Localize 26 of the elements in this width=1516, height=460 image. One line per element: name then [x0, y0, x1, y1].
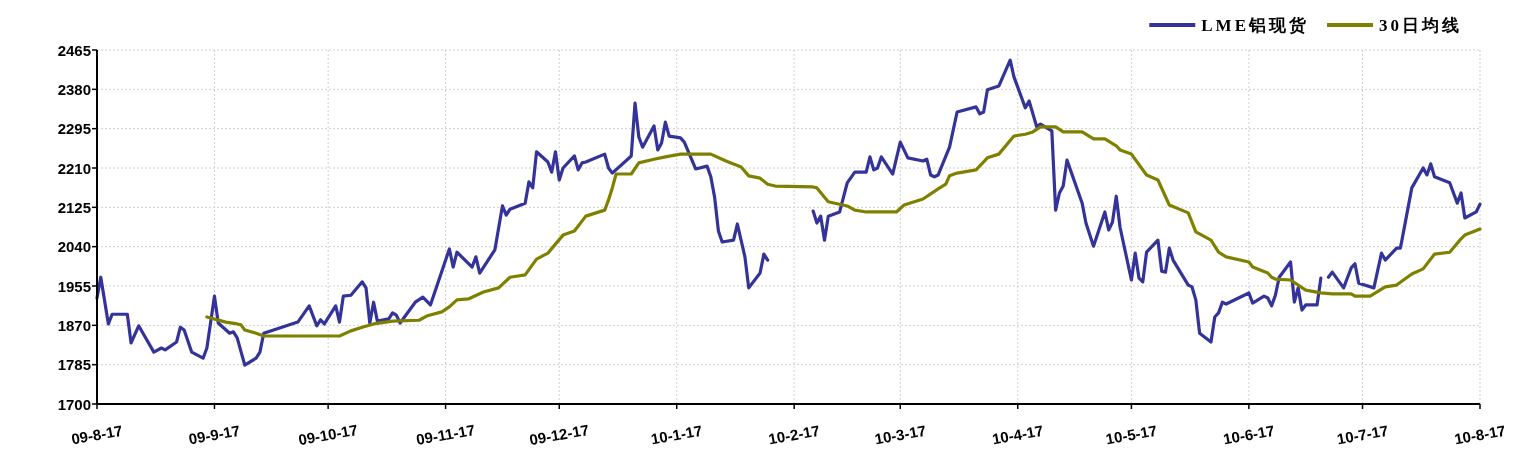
x-tick-label: 10-5-17 [1104, 421, 1159, 448]
x-tick-label: 10-8-17 [1452, 421, 1507, 448]
legend-label: 30日均线 [1379, 16, 1462, 35]
x-tick-label: 10-1-17 [649, 421, 704, 448]
y-tick-label: 1955 [57, 277, 91, 295]
y-tick-label: 2295 [57, 120, 91, 138]
line-series [205, 125, 1482, 338]
y-tick-label: 1700 [57, 395, 91, 413]
x-tick-label: 09-10-17 [297, 420, 360, 449]
y-tick-label: 2040 [57, 238, 91, 256]
x-tick-label: 10-7-17 [1335, 421, 1390, 448]
x-tick-label: 10-3-17 [873, 421, 928, 448]
x-tick-label: 09-9-17 [187, 421, 242, 448]
x-tick-label: 10-6-17 [1221, 421, 1276, 448]
y-tick-label: 2465 [57, 41, 91, 59]
x-tick-label: 10-2-17 [767, 421, 822, 448]
x-tick-label: 09-8-17 [69, 421, 124, 448]
y-tick-label: 1785 [57, 356, 91, 374]
y-tick-label: 2210 [57, 159, 91, 177]
legend-label: LME铝现货 [1201, 16, 1309, 35]
y-tick-label: 1870 [57, 316, 91, 334]
x-tick-label: 09-11-17 [414, 421, 477, 449]
x-tick-label: 10-4-17 [990, 421, 1045, 448]
x-tick-label: 09-12-17 [528, 420, 591, 449]
y-tick-label: 2380 [57, 80, 91, 98]
y-tick-label: 2125 [57, 198, 91, 216]
